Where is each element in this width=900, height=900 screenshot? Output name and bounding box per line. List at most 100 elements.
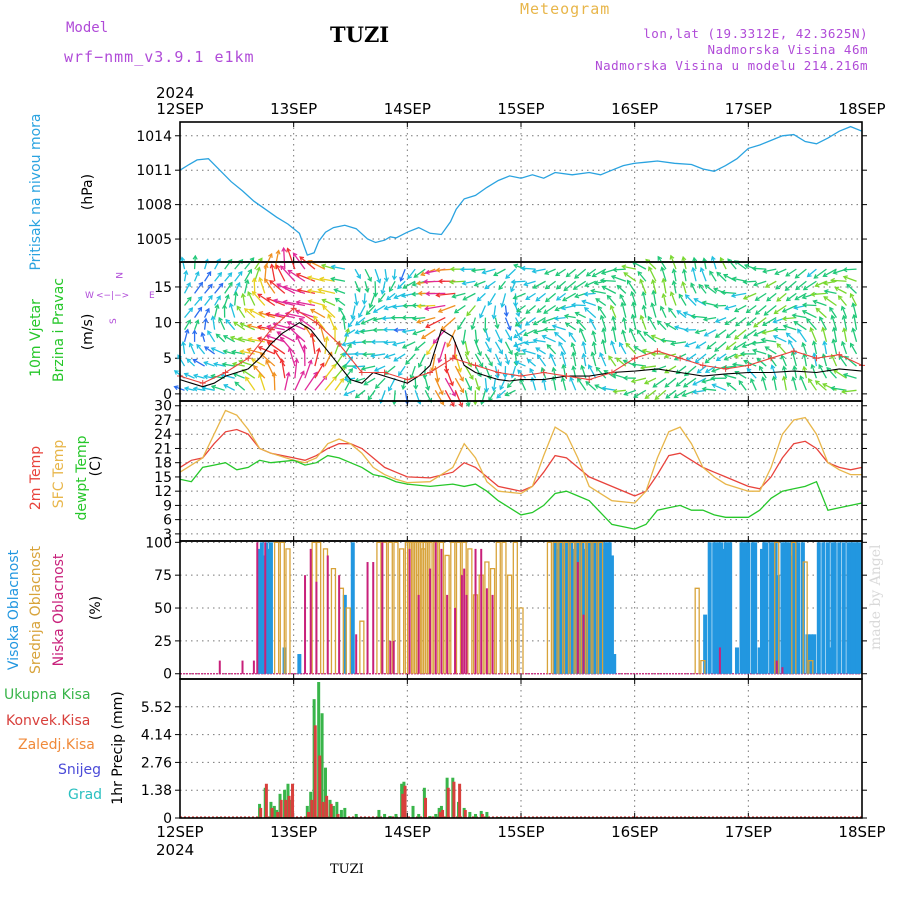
- precip-conv-bar: [452, 781, 456, 818]
- wind-arrow: [542, 335, 556, 343]
- precip-total-bar: [339, 809, 343, 818]
- wind-arrow-head: [681, 255, 687, 262]
- wind-arrow: [402, 329, 416, 333]
- wind-arrow: [555, 268, 567, 276]
- wind-arrow: [201, 332, 206, 343]
- wind-arrow: [296, 335, 306, 355]
- precip-total-bar: [343, 807, 347, 818]
- wind-arrow-head: [355, 287, 361, 293]
- wind-arrow: [214, 304, 219, 318]
- wind-arrow: [378, 292, 386, 303]
- wind-arrow: [381, 281, 386, 294]
- wind-arrow-head: [612, 267, 618, 273]
- wind-arrow: [392, 341, 406, 346]
- cloud-low-bar: [252, 660, 255, 674]
- wind-arrow-head: [352, 364, 358, 370]
- cloud-low-bar: [460, 575, 463, 674]
- wind-arrow: [355, 377, 366, 382]
- wind-arrow-head: [443, 368, 450, 374]
- wind-arrow-head: [249, 257, 255, 263]
- gust-marker: [608, 369, 615, 376]
- wind-arrow: [761, 338, 777, 343]
- wind-arrow: [314, 348, 320, 367]
- wind-arrow: [183, 329, 189, 343]
- wind-arrow-head: [795, 285, 801, 291]
- wind-arrow-head: [470, 267, 476, 273]
- wind-arrow: [795, 280, 807, 291]
- wind-arrow-head: [243, 308, 249, 313]
- wind-arrow-head: [753, 322, 759, 328]
- wind-arrow-head: [192, 373, 199, 379]
- wind-arrow-head: [496, 393, 502, 399]
- wind-arrow-head: [295, 334, 301, 340]
- wind-arrow-head: [256, 336, 262, 342]
- wind-arrow: [344, 329, 356, 337]
- cloud-mid-bar: [495, 541, 501, 674]
- wind-arrow-head: [247, 268, 253, 274]
- wind-arrow-head: [457, 367, 463, 373]
- wind-arrow-head: [359, 328, 365, 334]
- wind-arrow: [234, 271, 243, 282]
- y-tick-label: 4.14: [141, 728, 172, 744]
- cloud-mid-bar: [387, 541, 393, 674]
- wind-arrow-head: [498, 349, 503, 355]
- wind-arrow-head: [295, 272, 301, 278]
- cloud-mid-bar: [450, 541, 456, 674]
- wind-arrow-head: [450, 402, 455, 408]
- precip-total-bar: [474, 813, 478, 818]
- wind-arrow-head: [376, 278, 382, 284]
- wind-arrow-head: [590, 351, 596, 357]
- wind-arrow: [600, 279, 616, 282]
- wind-arrow: [591, 352, 597, 367]
- wind-arrow: [716, 272, 727, 282]
- wind-arrow-head: [788, 339, 793, 345]
- wind-arrow-head: [218, 282, 224, 288]
- wind-arrow: [310, 308, 326, 319]
- wind-arrow: [619, 342, 627, 355]
- precip-conv-bar: [403, 785, 407, 818]
- wind-arrow: [194, 307, 203, 318]
- wind-arrow-head: [378, 297, 383, 303]
- gust-marker: [836, 351, 843, 358]
- wind-arrow-head: [776, 297, 782, 302]
- wind-arrow-head: [196, 343, 202, 349]
- wind-arrow-head: [681, 280, 687, 287]
- cloud-low-bar: [485, 588, 488, 674]
- wind-arrow-head: [437, 278, 443, 284]
- wind-arrow: [484, 353, 493, 366]
- cloud-high-bar: [716, 542, 721, 674]
- wind-arrow: [257, 337, 275, 343]
- wind-arrow-head: [695, 344, 701, 349]
- wind-arrow: [304, 371, 318, 391]
- wind-arrow-head: [397, 284, 402, 290]
- wind-arrow-head: [822, 272, 828, 278]
- y-tick-label: 1005: [136, 232, 172, 248]
- cloud-high-bar: [832, 542, 837, 674]
- wind-arrow-head: [623, 390, 629, 396]
- wind-arrow: [822, 354, 828, 367]
- wind-arrow-head: [425, 385, 431, 391]
- cloud-high-bar: [598, 542, 603, 674]
- wind-arrow-head: [569, 376, 575, 382]
- wind-arrow: [599, 352, 607, 367]
- wind-arrow-head: [203, 361, 209, 366]
- wind-arrow-head: [561, 363, 567, 369]
- wind-arrow: [636, 329, 647, 343]
- wind-arrow: [474, 365, 482, 377]
- wind-arrow-head: [271, 371, 277, 377]
- wind-arrow-head: [324, 335, 330, 341]
- wind-arrow: [756, 358, 767, 367]
- wind-arrow: [813, 353, 818, 367]
- wind-arrow: [484, 341, 492, 353]
- wind-arrow: [711, 256, 717, 270]
- wind-arrow-head: [343, 391, 349, 397]
- wind-arrow-head: [273, 349, 279, 355]
- wind-arrow-head: [782, 324, 788, 330]
- wind-arrow-head: [661, 277, 667, 283]
- wind-arrow-head: [183, 372, 189, 378]
- cloud-high-bar: [297, 654, 302, 674]
- gust-marker: [677, 355, 684, 362]
- wind-arrow-head: [619, 293, 625, 299]
- wind-arrow-head: [560, 350, 566, 356]
- gust-marker: [245, 355, 252, 362]
